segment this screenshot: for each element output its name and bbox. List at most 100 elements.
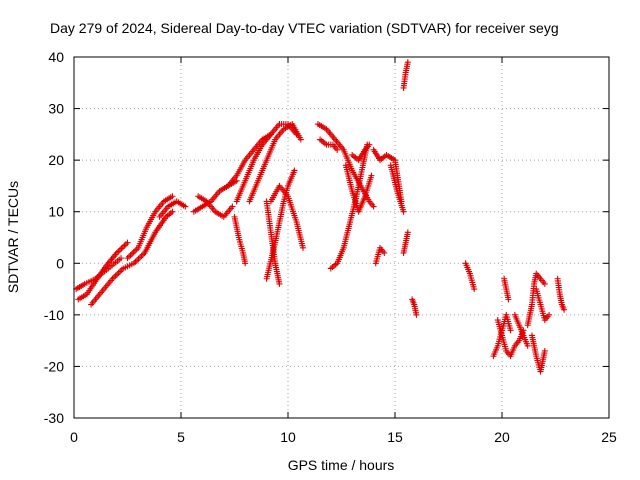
data-series-arc-10 xyxy=(233,121,300,205)
data-series-arc-29 xyxy=(501,275,512,303)
data-point xyxy=(138,252,145,259)
data-point xyxy=(507,327,514,334)
data-point xyxy=(404,59,411,66)
data-point xyxy=(368,172,375,179)
data-series-arc-26 xyxy=(462,260,478,293)
data-point xyxy=(112,272,119,279)
data-point xyxy=(115,248,122,255)
data-point xyxy=(334,146,341,153)
y-tick-label: -20 xyxy=(44,358,64,374)
x-tick-label: 15 xyxy=(387,429,403,445)
data-point xyxy=(132,247,139,254)
data-series-arc-18 xyxy=(342,162,375,215)
x-tick-label: 25 xyxy=(601,429,617,445)
data-series-arc-13 xyxy=(263,167,298,282)
axis-ticks: 0 5 10 15 20 25 -30 -20 -10 0 10 20 30 40 xyxy=(44,49,617,445)
data-point xyxy=(126,253,133,260)
data-series-arc-23 xyxy=(400,229,411,256)
y-axis-label: SDTVAR / TECUs xyxy=(5,181,21,293)
data-point xyxy=(400,208,407,215)
data-point xyxy=(133,257,140,264)
y-tick-label: 10 xyxy=(48,204,64,220)
data-markers xyxy=(73,59,568,375)
data-point xyxy=(115,269,122,276)
data-point xyxy=(229,203,236,210)
data-point xyxy=(116,247,123,254)
plot-frame xyxy=(73,56,610,419)
data-series-arc-28 xyxy=(494,317,527,360)
x-tick-label: 20 xyxy=(494,429,510,445)
data-point xyxy=(169,208,176,215)
data-series-arc-31 xyxy=(524,270,548,329)
data-series-arc-4 xyxy=(124,193,176,262)
data-point xyxy=(118,255,125,262)
data-point xyxy=(122,241,129,248)
data-point xyxy=(370,203,377,210)
data-point xyxy=(118,245,125,252)
data-point xyxy=(366,141,373,148)
data-point xyxy=(561,306,568,313)
data-series-arc-5 xyxy=(156,198,189,220)
data-series-arc-21 xyxy=(372,244,388,267)
data-point xyxy=(135,255,142,262)
x-axis-label: GPS time / hours xyxy=(288,457,395,473)
data-series-arc-33 xyxy=(533,286,553,324)
y-tick-label: 40 xyxy=(48,49,64,65)
chart-title: Day 279 of 2024, Sidereal Day-to-day VTE… xyxy=(50,20,559,36)
data-point xyxy=(404,229,411,236)
data-series-arc-12 xyxy=(263,198,283,287)
data-point xyxy=(124,255,131,262)
data-series-arc-7 xyxy=(195,193,236,220)
data-series-arc-20 xyxy=(370,146,405,205)
x-tick-label: 10 xyxy=(280,429,296,445)
data-point xyxy=(182,203,189,210)
data-point xyxy=(299,244,306,251)
data-series-arc-2 xyxy=(75,239,131,303)
data-point xyxy=(121,242,128,249)
y-tick-label: -10 xyxy=(44,307,64,323)
data-point xyxy=(117,268,124,275)
data-point xyxy=(524,342,531,349)
y-tick-label: -30 xyxy=(44,410,64,426)
data-point xyxy=(114,271,121,278)
data-series-arc-25 xyxy=(409,296,420,318)
data-point xyxy=(111,274,118,281)
data-point xyxy=(129,250,136,257)
data-series-arc-19 xyxy=(349,141,373,164)
x-tick-label: 0 xyxy=(70,429,78,445)
data-point xyxy=(541,347,548,354)
data-series-arc-9 xyxy=(231,213,249,267)
data-point xyxy=(297,136,304,143)
data-point xyxy=(119,244,126,251)
data-series-arc-22 xyxy=(387,162,407,215)
data-point xyxy=(130,249,137,256)
data-point xyxy=(471,286,478,293)
grid-lines xyxy=(74,57,609,418)
y-tick-label: 20 xyxy=(48,152,64,168)
data-point xyxy=(127,252,134,259)
data-series-arc-3 xyxy=(88,208,176,308)
data-point xyxy=(381,249,388,256)
data-point xyxy=(291,167,298,174)
data-point xyxy=(276,280,283,287)
data-point xyxy=(137,254,144,261)
x-tick-label: 5 xyxy=(177,429,185,445)
data-series-arc-32 xyxy=(528,332,548,375)
data-series-arc-34 xyxy=(554,275,568,313)
data-point xyxy=(124,239,131,246)
data-point xyxy=(505,296,512,303)
data-series-arc-11 xyxy=(246,121,304,205)
data-point xyxy=(169,193,176,200)
data-point xyxy=(546,311,553,318)
y-tick-label: 30 xyxy=(48,101,64,117)
data-series-arc-30 xyxy=(511,311,531,349)
y-tick-label: 0 xyxy=(56,255,64,271)
data-series-arc-14 xyxy=(267,182,306,251)
data-point xyxy=(541,280,548,287)
data-point xyxy=(242,260,249,267)
data-series-arc-27 xyxy=(490,311,514,360)
data-series-arc-16 xyxy=(317,136,341,153)
data-series-arc-24 xyxy=(400,59,411,91)
data-point xyxy=(413,311,420,318)
